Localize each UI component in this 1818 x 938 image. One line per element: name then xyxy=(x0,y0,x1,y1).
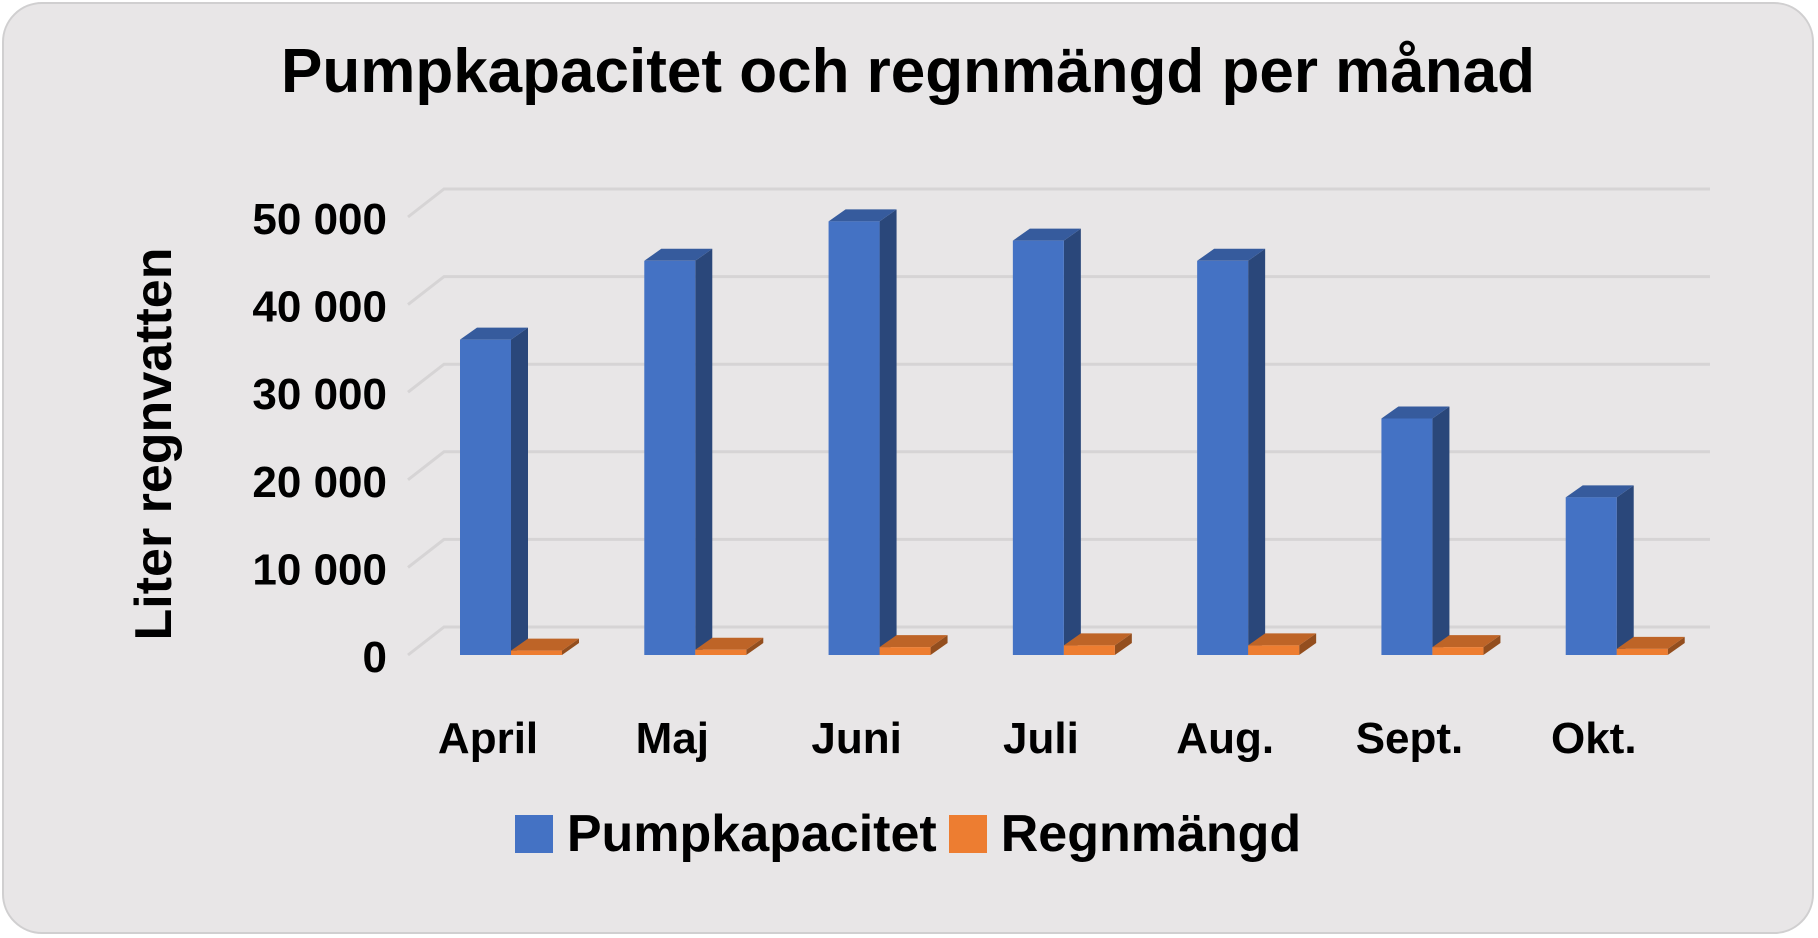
legend-swatch-regnmangd xyxy=(948,815,987,853)
bar-side xyxy=(562,638,579,655)
bar-top xyxy=(1248,633,1317,646)
y-tick-label: 50 000 xyxy=(252,195,387,244)
bar-pumpkapacitet-aug xyxy=(1197,248,1266,656)
bar-front xyxy=(460,339,511,655)
bar-pumpkapacitet-sept xyxy=(1381,406,1450,655)
plot-area: 0 10 000 20 000 30 000 40 000 50 000 April Maj J… xyxy=(252,187,1710,763)
bar-front xyxy=(644,260,696,655)
bar-pumpkapacitet-okt xyxy=(1565,485,1634,655)
x-tick-label-maj: Maj xyxy=(636,714,709,763)
bar-front xyxy=(1063,645,1115,655)
bar-pumpkapacitet-april xyxy=(460,327,528,655)
bar-front xyxy=(695,649,747,655)
bar-top xyxy=(1565,485,1634,498)
bar-top xyxy=(1012,228,1081,241)
y-tick-label: 40 000 xyxy=(252,283,387,332)
bar-side xyxy=(746,637,764,655)
bar-front xyxy=(1565,497,1617,655)
bar-front xyxy=(1197,260,1249,655)
bar-top xyxy=(1381,406,1450,419)
bar-side xyxy=(1299,633,1317,655)
bar-side xyxy=(1616,485,1634,655)
bar-top xyxy=(1432,635,1501,648)
bar-pumpkapacitet-juli xyxy=(1012,228,1081,656)
bar-top xyxy=(1197,248,1266,261)
bar-pumpkapacitet-maj xyxy=(644,248,713,656)
bar-regnmangd-okt xyxy=(1616,636,1685,655)
bar-front xyxy=(1248,645,1300,655)
bar-side xyxy=(930,635,948,655)
bar-front xyxy=(511,650,562,655)
y-tick-label: 10 000 xyxy=(252,545,387,594)
bar-top xyxy=(460,327,528,340)
legend: Pumpkapacitet Regnmängd xyxy=(4,804,1812,864)
bar-pumpkapacitet-juni xyxy=(828,209,897,655)
x-tick-label-aug: Aug. xyxy=(1176,714,1274,763)
bar-side xyxy=(1248,248,1266,656)
chart-title: Pumpkapacitet och regnmängd per månad xyxy=(280,37,1536,106)
x-tick-label-sept: Sept. xyxy=(1356,714,1464,763)
bar-top xyxy=(1063,633,1132,646)
bar-top xyxy=(644,248,713,261)
x-tick-label-okt: Okt. xyxy=(1551,714,1637,763)
bar-side xyxy=(1483,635,1501,655)
bar-top xyxy=(1616,636,1685,649)
bar-top xyxy=(511,638,579,651)
bar-side xyxy=(511,327,528,655)
bar-side xyxy=(879,209,897,655)
bar-regnmangd-juni xyxy=(879,635,948,655)
bar-regnmangd-april xyxy=(511,638,579,655)
y-tick-label: 0 xyxy=(363,633,387,682)
bar-regnmangd-sept xyxy=(1432,635,1501,655)
gridline xyxy=(407,625,1710,657)
legend-item-pumpkapacitet: Pumpkapacitet xyxy=(514,804,937,864)
bar-side xyxy=(1063,228,1081,656)
gridline xyxy=(407,187,1710,219)
gridline xyxy=(407,275,1710,306)
y-tick-label: 20 000 xyxy=(252,458,387,507)
x-tick-label-april: April xyxy=(438,714,538,763)
bar-top xyxy=(879,635,948,648)
x-tick-label-juli: Juli xyxy=(1003,714,1079,763)
bar-regnmangd-aug xyxy=(1248,633,1317,655)
bar-side xyxy=(1114,633,1132,655)
x-tick-label-juni: Juni xyxy=(811,714,901,763)
legend-swatch-pumpkapacitet xyxy=(514,815,553,853)
bar-front xyxy=(1616,648,1668,655)
gridline xyxy=(407,537,1710,569)
bar-regnmangd-juli xyxy=(1063,633,1132,655)
legend-item-regnmangd: Regnmängd xyxy=(948,804,1302,864)
bar-front xyxy=(879,647,931,655)
legend-label-regnmangd: Regnmängd xyxy=(1000,805,1302,863)
bar-front xyxy=(828,221,880,655)
gridline xyxy=(407,450,1710,481)
bar-top xyxy=(695,637,764,650)
legend-label-pumpkapacitet: Pumpkapacitet xyxy=(566,805,937,863)
bar-front xyxy=(1012,240,1064,656)
bar-front xyxy=(1381,418,1433,655)
bar-side xyxy=(1432,406,1450,655)
bar-regnmangd-maj xyxy=(695,637,764,655)
gridline xyxy=(407,362,1710,394)
bar-front xyxy=(1432,647,1484,655)
bar-side xyxy=(1667,636,1685,655)
bar-top xyxy=(828,209,897,222)
bar-side xyxy=(695,248,713,656)
y-tick-label: 30 000 xyxy=(252,370,387,419)
